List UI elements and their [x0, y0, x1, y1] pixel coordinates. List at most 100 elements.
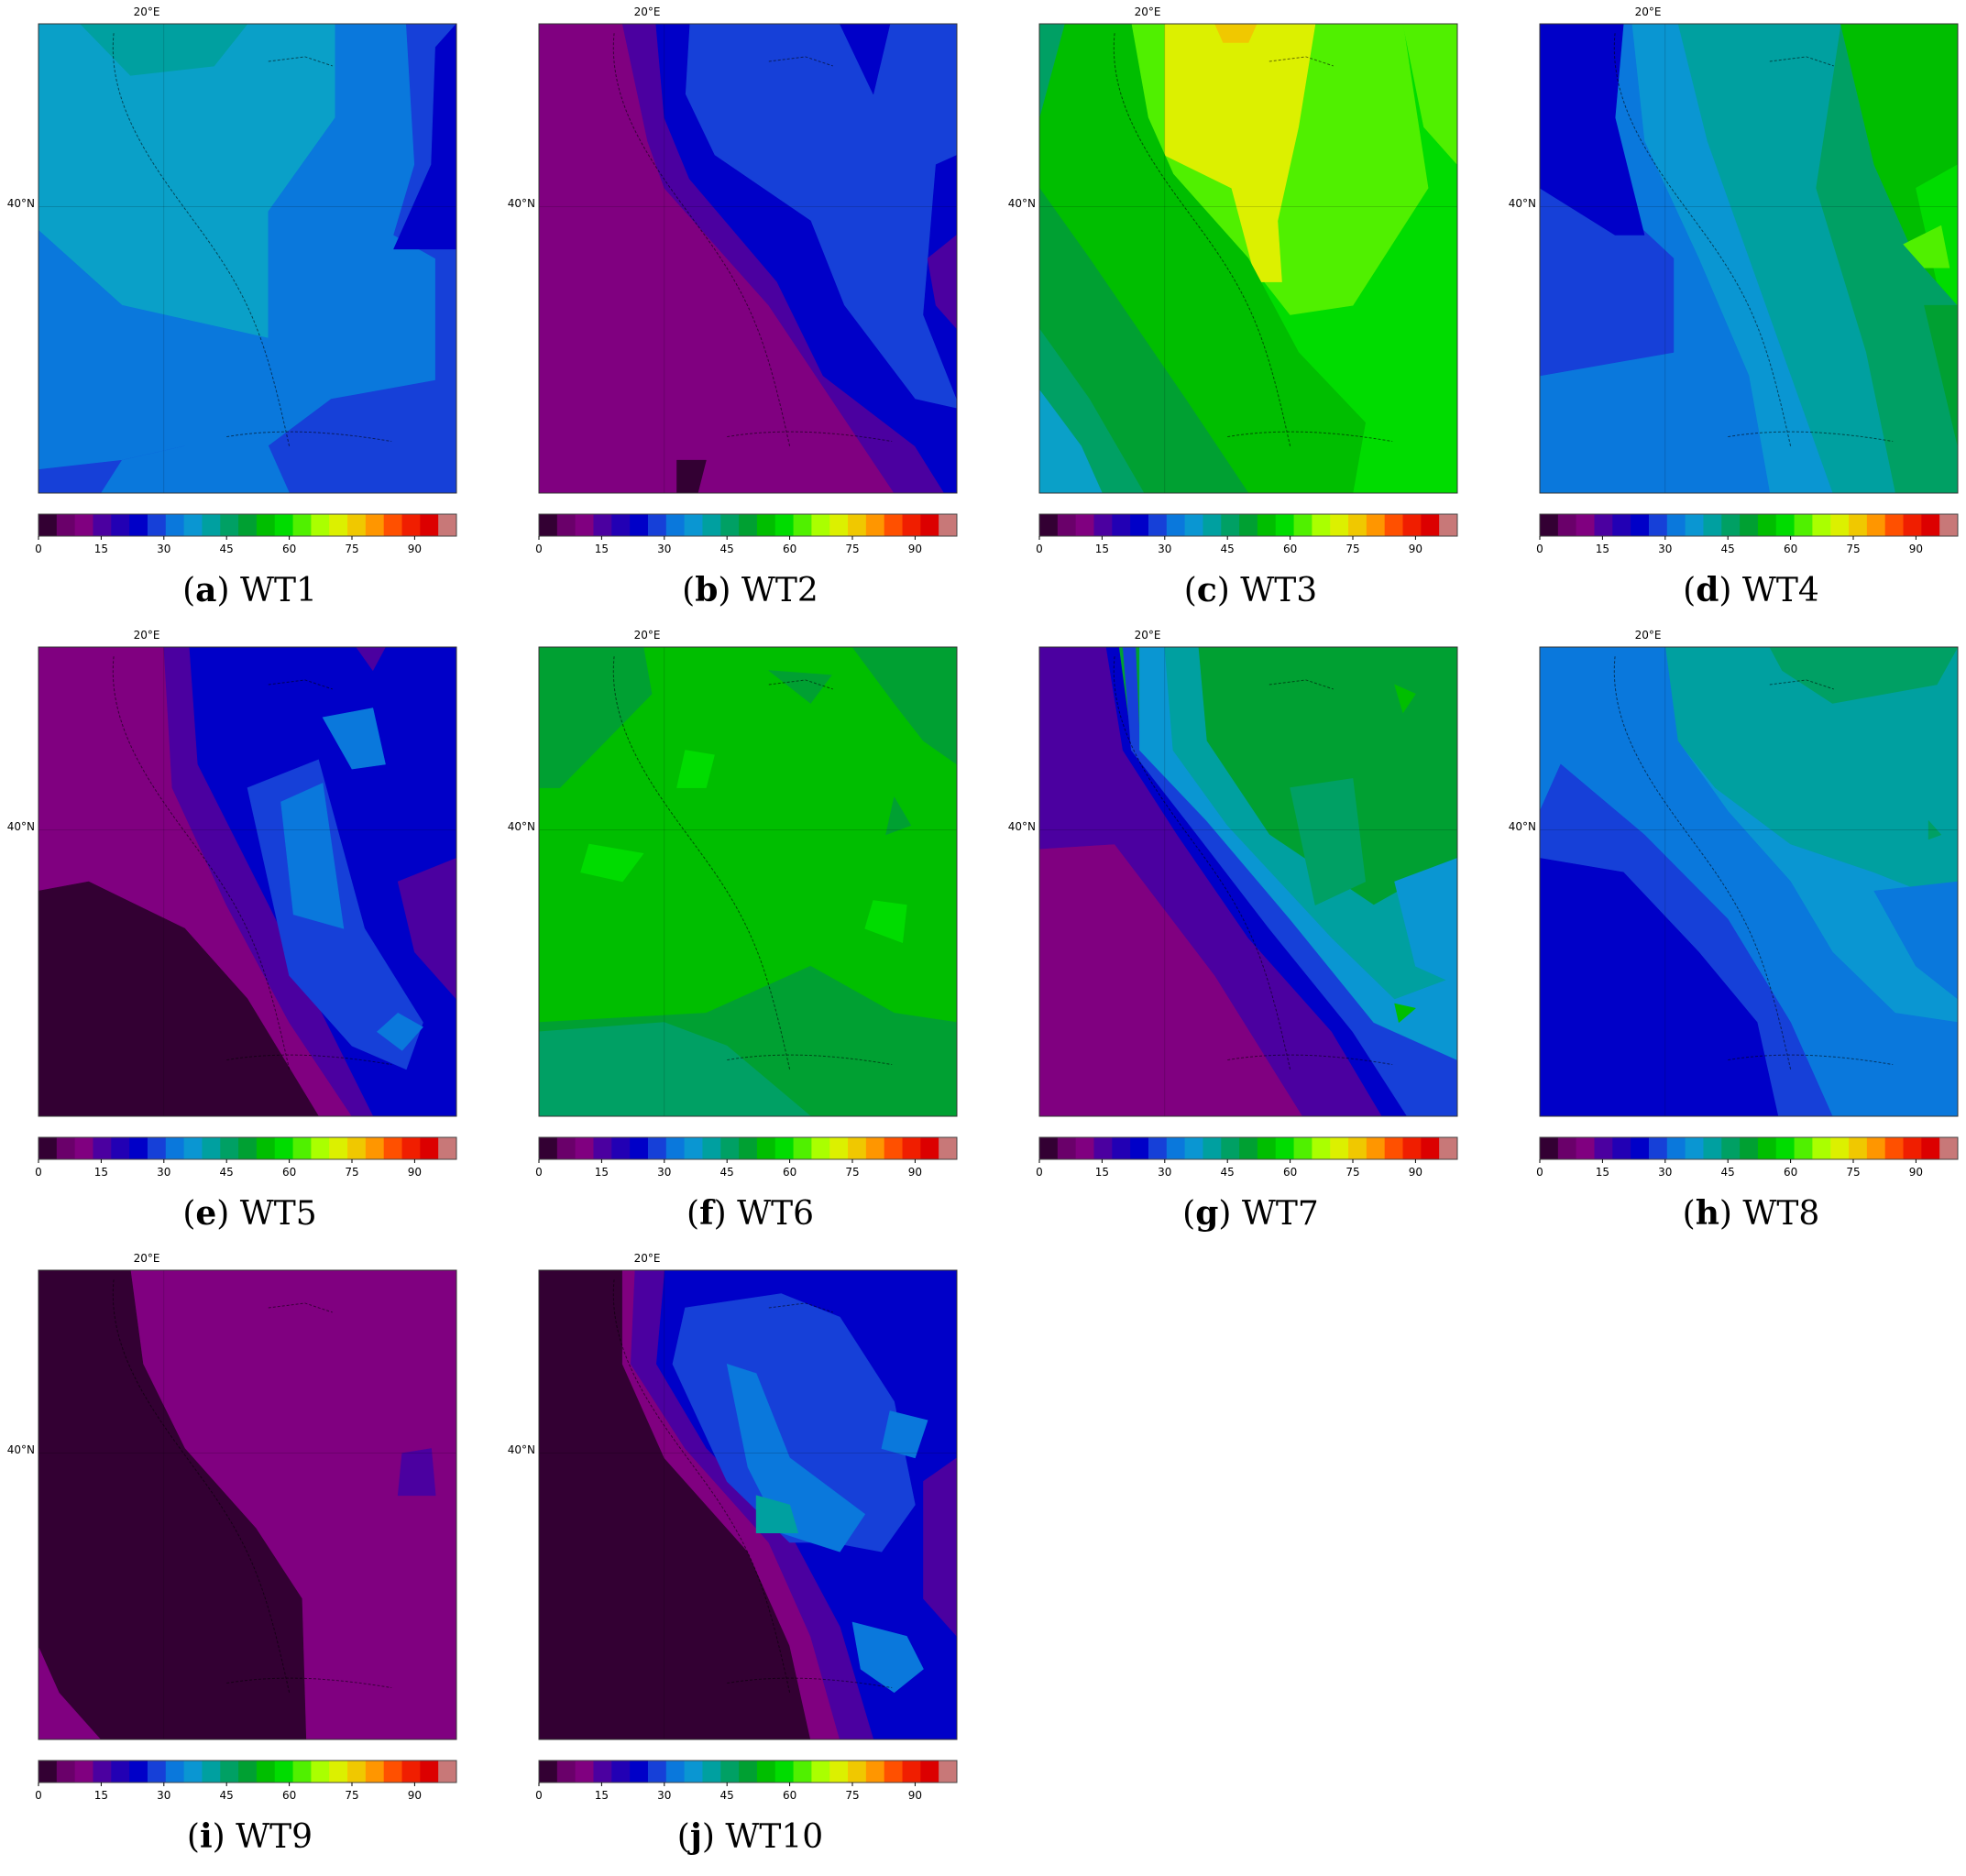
- colorbar-segment: [848, 1137, 867, 1159]
- colorbar-segment: [38, 1761, 58, 1783]
- colorbar-tick-label: 0: [35, 543, 42, 555]
- colorbar-segment: [920, 1137, 939, 1159]
- colorbar-segment: [256, 1137, 276, 1159]
- coastline: [612, 1279, 893, 1693]
- colorbar-segment: [220, 514, 239, 536]
- colorbar-segment: [539, 514, 558, 536]
- colorbar-segment: [329, 514, 348, 536]
- contour-field-7: [676, 459, 707, 493]
- colorbar-segment: [202, 1137, 221, 1159]
- colorbar-segment: [1130, 514, 1149, 536]
- colorbar-segment: [1884, 1137, 1905, 1159]
- contour-field-8: [885, 796, 912, 836]
- panel-letter: b: [695, 571, 719, 609]
- panel-letter: j: [689, 1817, 702, 1856]
- colorbar-segment: [1166, 514, 1186, 536]
- colorbar-segment: [920, 1761, 939, 1783]
- colorbar-segment: [1221, 514, 1240, 536]
- map-frame: [1539, 646, 1959, 1117]
- colorbar-segment: [756, 1761, 776, 1783]
- panel-name: WT5: [239, 1195, 317, 1233]
- colorbar-segment: [111, 1761, 130, 1783]
- colorbar-tick-label: 90: [1909, 1166, 1923, 1179]
- colorbar-segment: [1421, 514, 1440, 536]
- colorbar-segment: [1402, 1137, 1422, 1159]
- contour-fields: [539, 1270, 957, 1739]
- colorbar-segment: [739, 1761, 758, 1783]
- colorbar-segment: [575, 514, 594, 536]
- colorbar-tick-label: 0: [35, 1789, 42, 1802]
- colorbar-segment: [329, 1761, 348, 1783]
- colorbar-segment: [111, 514, 130, 536]
- colorbar-segment: [1866, 514, 1886, 536]
- lat-label: 40°N: [6, 1443, 35, 1456]
- map-frame: [538, 646, 958, 1117]
- map-panel-wt3: 20°E 40°N 0 15 30 45 60 75 90 (c) WT3: [1001, 0, 1500, 623]
- colorbar-segment: [865, 1137, 885, 1159]
- panel-name: WT9: [236, 1818, 313, 1856]
- colorbar-segment: [939, 1761, 958, 1783]
- colorbar-segment: [793, 514, 812, 536]
- colorbar-segment: [74, 1137, 93, 1159]
- coastline: [1613, 656, 1894, 1070]
- map-panel-wt2: 20°E 40°N 0 15 30 45 60 75 90 (b) WT2: [500, 0, 1000, 623]
- colorbar-segment: [74, 1761, 93, 1783]
- contour-field-2: [851, 647, 957, 765]
- colorbar-segment: [1348, 1137, 1367, 1159]
- colorbar: 0 15 30 45 60 75 90: [35, 513, 457, 555]
- colorbar-tick-label: 90: [1409, 1166, 1422, 1179]
- colorbar-segment: [129, 514, 148, 536]
- colorbar: 0 15 30 45 60 75 90: [1036, 513, 1458, 555]
- colorbar-segment: [220, 1137, 239, 1159]
- colorbar-tick-label: 30: [157, 1789, 170, 1802]
- colorbar-segment: [129, 1137, 148, 1159]
- colorbar-tick-label: 75: [1846, 1166, 1860, 1179]
- colorbar-segment: [274, 514, 294, 536]
- colorbar-segment: [165, 1137, 185, 1159]
- colorbar-segment: [1666, 1137, 1686, 1159]
- colorbar-segment: [1648, 1137, 1668, 1159]
- map-panel-wt5: 20°E 40°N 0 15 30 45 60 75 90 (e) WT5: [0, 623, 500, 1246]
- colorbar-segment: [1293, 514, 1312, 536]
- contour-field-9: [1394, 684, 1416, 713]
- colorbar-segment: [720, 514, 740, 536]
- map-frame: [38, 23, 457, 494]
- colorbar-segment: [539, 1761, 558, 1783]
- contour-field-2: [38, 881, 319, 1116]
- colorbar-segment: [829, 514, 849, 536]
- colorbar-segment: [793, 1761, 812, 1783]
- colorbar-segment: [630, 514, 649, 536]
- colorbar-segment: [1221, 1137, 1240, 1159]
- colorbar-segment: [383, 514, 403, 536]
- colorbar-tick-label: 75: [345, 1789, 358, 1802]
- lat-label: 40°N: [1508, 820, 1536, 833]
- contour-field-1: [1664, 647, 1958, 905]
- contour-field-7: [1928, 820, 1942, 840]
- colorbar-tick-label: 0: [1536, 543, 1543, 555]
- colorbar-frame: [1539, 1136, 1959, 1160]
- colorbar-segment: [1594, 514, 1613, 536]
- colorbar-tick-label: 60: [282, 1789, 296, 1802]
- colorbar-tick-label: 75: [345, 1166, 358, 1179]
- colorbar-segment: [438, 1761, 457, 1783]
- contour-field-9: [1039, 389, 1103, 493]
- colorbar-segment: [647, 1137, 667, 1159]
- colorbar-segment: [865, 514, 885, 536]
- colorbar-segment: [630, 1137, 649, 1159]
- colorbar-tick-label: 45: [720, 1789, 734, 1802]
- colorbar-segment: [401, 514, 421, 536]
- colorbar-segment: [292, 1761, 312, 1783]
- colorbar-segment: [702, 1137, 721, 1159]
- colorbar-segment: [811, 1761, 830, 1783]
- colorbar-segment: [1184, 514, 1203, 536]
- lon-label: 20°E: [133, 5, 160, 18]
- map-frame: [1038, 646, 1458, 1117]
- panel-name: WT2: [741, 572, 818, 609]
- colorbar-segment: [165, 514, 185, 536]
- contour-field-9: [923, 1457, 957, 1637]
- contour-field-7: [851, 1621, 924, 1694]
- coastline: [112, 656, 392, 1070]
- colorbar-tick-label: 30: [157, 543, 170, 555]
- colorbar-segment: [556, 514, 577, 536]
- contour-field-9: [1924, 304, 1958, 447]
